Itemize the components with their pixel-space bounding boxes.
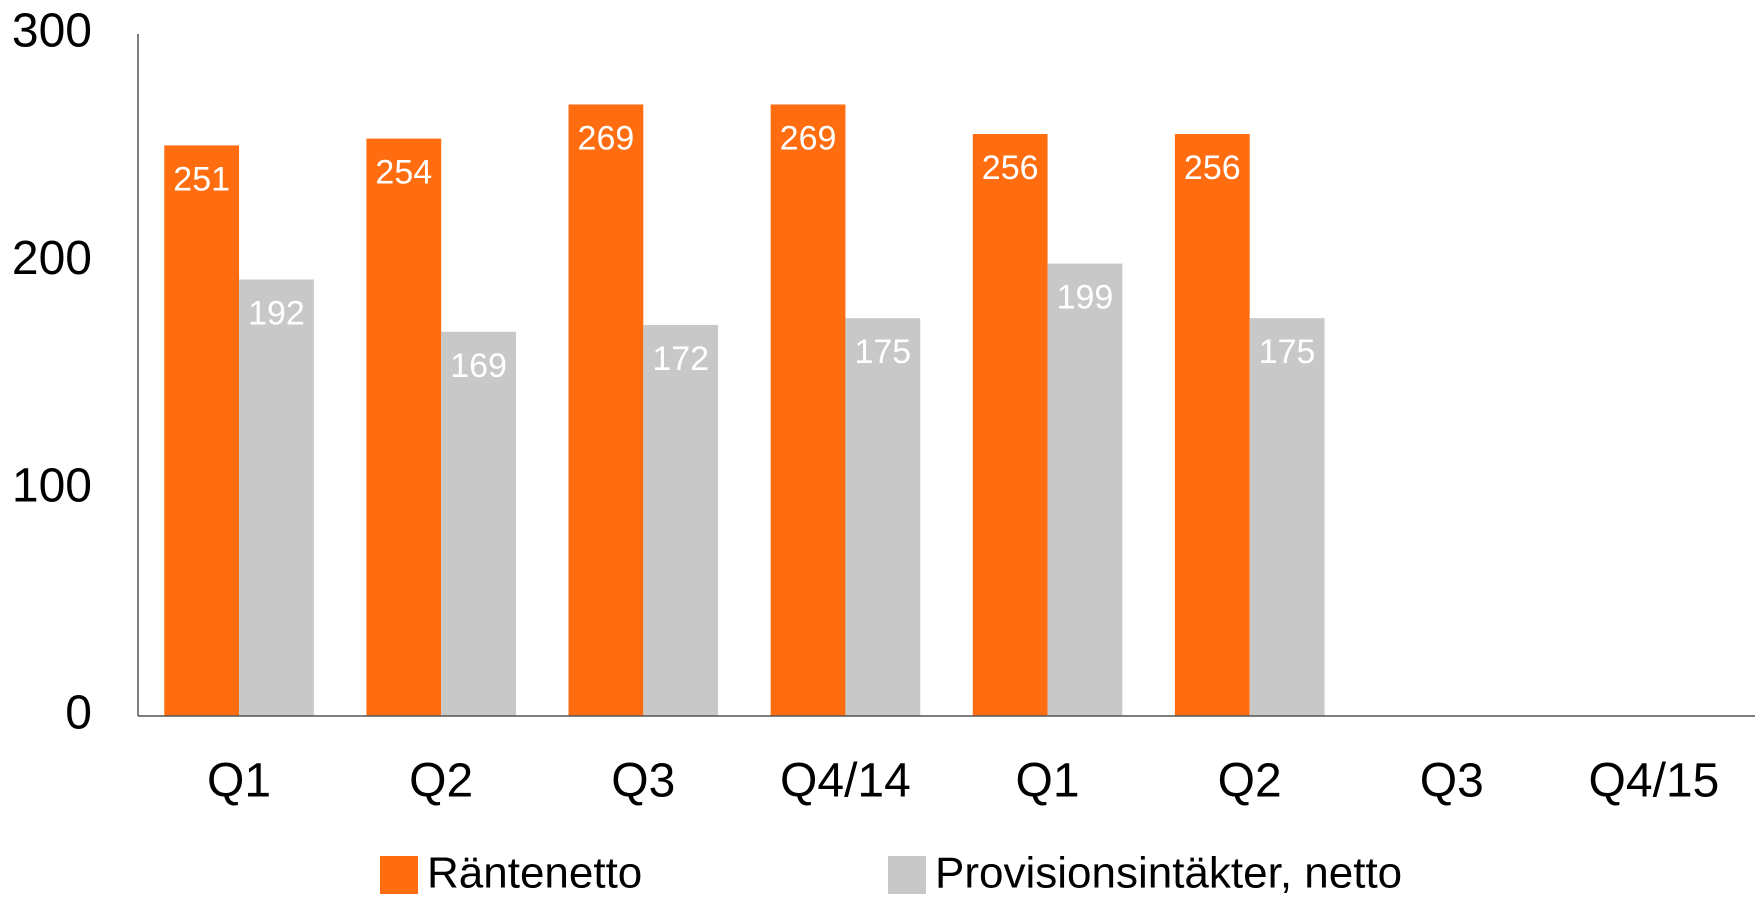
value-label: 175 [854, 333, 911, 371]
bar [568, 104, 644, 717]
legend-swatch [380, 856, 418, 894]
bar [845, 318, 921, 716]
x-tick-label: Q1 [1016, 755, 1080, 808]
value-label: 256 [982, 149, 1039, 187]
x-tick-label: Q3 [611, 755, 675, 808]
bar [239, 279, 314, 716]
value-label: 269 [780, 119, 837, 157]
bar [770, 104, 846, 717]
bar [972, 134, 1048, 716]
x-tick-label: Q3 [1420, 755, 1484, 808]
x-tick-label: Q4/14 [780, 755, 911, 808]
value-label: 269 [578, 119, 635, 157]
value-label: 175 [1259, 333, 1316, 371]
y-tick-label: 300 [12, 5, 92, 58]
y-tick-label: 100 [12, 459, 92, 512]
value-label: 251 [173, 160, 230, 198]
bar [1047, 263, 1123, 716]
x-tick-label: Q2 [1218, 755, 1282, 808]
bar [1249, 318, 1325, 716]
x-tick-label: Q2 [409, 755, 473, 808]
legend-label: Provisionsintäkter, netto [935, 849, 1402, 898]
value-label: 254 [375, 154, 432, 192]
value-label: 192 [248, 295, 305, 333]
y-tick-label: 0 [65, 687, 92, 740]
value-label: 169 [450, 347, 507, 385]
bar [643, 324, 719, 716]
value-label: 172 [652, 340, 709, 378]
x-tick-label: Q1 [207, 755, 271, 808]
bar [366, 138, 442, 716]
value-label: 199 [1057, 279, 1114, 317]
value-label: 256 [1184, 149, 1241, 187]
legend-label: Räntenetto [427, 849, 642, 898]
bar [1174, 134, 1250, 716]
bar [164, 145, 240, 717]
x-tick-label: Q4/15 [1589, 755, 1720, 808]
y-tick-label: 200 [12, 232, 92, 285]
bar [441, 331, 516, 716]
legend-swatch [888, 856, 926, 894]
